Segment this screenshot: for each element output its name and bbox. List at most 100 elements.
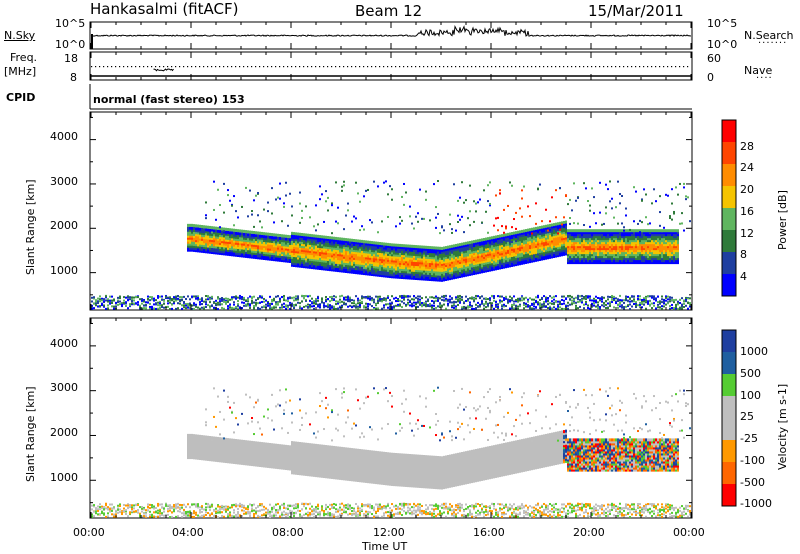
power-cell (371, 263, 373, 267)
power-cell (417, 253, 419, 257)
power-cell (261, 240, 263, 244)
power-cell (267, 253, 269, 257)
power-cell (537, 250, 539, 254)
power-cell (249, 251, 251, 255)
power-cell (387, 250, 389, 254)
power-cell (485, 255, 487, 259)
power-cell (497, 258, 499, 262)
power-cell (477, 241, 479, 245)
power-cell (525, 252, 527, 256)
power-cell (477, 243, 479, 247)
power-cell (445, 248, 447, 252)
power-cell (599, 247, 601, 251)
power-cell (223, 252, 225, 256)
power-cell (373, 308, 375, 311)
power-cell (571, 303, 573, 306)
power-cell (563, 302, 565, 305)
power-cell (297, 301, 299, 304)
power-cell (445, 250, 447, 254)
power-cell (451, 262, 453, 266)
power-cell (521, 239, 523, 243)
power-cell (337, 247, 339, 251)
power-cell (481, 260, 483, 264)
power-cell (187, 305, 189, 308)
power-cell (503, 257, 505, 261)
power-cell (319, 263, 321, 267)
power-cell (427, 259, 429, 263)
power-cell (357, 245, 359, 249)
power-cell (407, 262, 409, 266)
power-cell (551, 235, 553, 239)
power-cell (451, 297, 453, 300)
power-cell (545, 230, 547, 234)
power-cell (515, 243, 517, 247)
power-cell (559, 237, 561, 241)
power-cell (373, 251, 375, 255)
power-cell (477, 267, 479, 271)
power-cell (343, 261, 345, 265)
power-cell (525, 305, 527, 308)
power-cell (481, 252, 483, 256)
power-cell (387, 264, 389, 268)
power-cell (433, 264, 435, 268)
power-cell (323, 237, 325, 241)
power-cell (515, 233, 517, 237)
power-cell (381, 262, 383, 266)
power-cell (343, 257, 345, 261)
power-cell (265, 243, 267, 247)
power-cell (321, 297, 323, 300)
power-cell (207, 240, 209, 244)
power-cell (259, 295, 261, 298)
power-cell (477, 271, 479, 275)
power-cell (511, 249, 513, 253)
power-cell (511, 297, 513, 300)
power-cell (441, 226, 443, 229)
power-cell (335, 248, 337, 252)
power-cell (305, 237, 307, 241)
power-cell (385, 266, 387, 270)
power-cell (493, 299, 495, 302)
power-cell (377, 273, 379, 277)
freq-dot (431, 66, 433, 68)
power-cell (349, 258, 351, 262)
power-cell (329, 262, 331, 266)
power-cell (563, 299, 565, 302)
power-cell (395, 245, 397, 249)
power-cell (507, 252, 509, 256)
power-cell (353, 246, 355, 250)
power-cell (557, 234, 559, 238)
power-cell (255, 246, 257, 250)
power-cell (519, 262, 521, 266)
power-cell (407, 244, 409, 248)
power-cell (441, 260, 443, 264)
power-cell (297, 240, 299, 244)
power-cell (415, 303, 417, 306)
power-cell (217, 245, 219, 249)
power-cell (453, 252, 455, 256)
power-cell (415, 273, 417, 277)
power-cell (465, 271, 467, 275)
power-cell (345, 296, 347, 299)
power-cell (499, 295, 501, 298)
power-cell (443, 296, 445, 299)
power-cell (533, 243, 535, 247)
power-cell (493, 307, 495, 310)
power-cell (277, 233, 279, 237)
power-cell (351, 266, 353, 270)
power-cell (291, 255, 293, 259)
power-cell (249, 253, 251, 257)
power-cell (159, 304, 161, 307)
power-cell (541, 233, 543, 237)
power-cell (573, 237, 575, 241)
power-cell (535, 256, 537, 260)
power-cell (213, 249, 215, 253)
power-cell (501, 266, 503, 270)
power-cell (297, 254, 299, 258)
power-cell (277, 240, 279, 244)
power-cell (365, 272, 367, 276)
power-cell (379, 263, 381, 267)
freq-dot (643, 66, 645, 68)
power-cell (291, 249, 293, 253)
power-cell (351, 242, 353, 246)
power-cell (171, 303, 173, 306)
